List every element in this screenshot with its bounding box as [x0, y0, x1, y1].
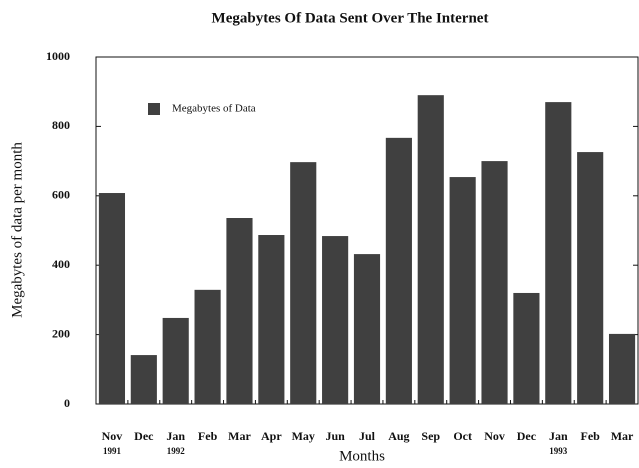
x-tick-label: Dec	[134, 429, 154, 443]
y-tick-label: 0	[64, 396, 70, 410]
bar	[130, 355, 157, 404]
x-tick-label: Sep	[421, 429, 440, 443]
x-tick-label: Dec	[517, 429, 537, 443]
y-axis-label: Megabytes of data per month	[9, 142, 25, 318]
y-tick-label: 800	[52, 118, 70, 132]
x-year-label: 1991	[103, 446, 122, 456]
x-tick-label: Nov	[484, 429, 505, 443]
x-tick-label: Feb	[198, 429, 218, 443]
bar	[513, 292, 540, 404]
y-tick-label: 400	[52, 257, 70, 271]
legend-label: Megabytes of Data	[172, 103, 256, 115]
y-tick-label: 1000	[46, 49, 70, 63]
x-tick-label: Apr	[261, 429, 282, 443]
x-tick-label: Oct	[453, 429, 472, 443]
x-tick-label: Nov	[102, 429, 123, 443]
legend-swatch	[148, 103, 160, 115]
bar	[194, 289, 221, 404]
bar	[322, 236, 349, 404]
x-tick-label: Feb	[581, 429, 601, 443]
x-tick-label: Aug	[388, 429, 409, 443]
bar	[449, 177, 476, 404]
y-tick-label: 200	[52, 326, 70, 340]
bar	[353, 254, 381, 404]
bar	[162, 317, 189, 404]
x-tick-label: Jun	[325, 429, 345, 443]
bar	[258, 235, 285, 404]
x-year-label: 1993	[549, 446, 568, 456]
bar	[481, 161, 508, 404]
bar	[608, 333, 636, 404]
x-tick-label: Jan	[549, 429, 568, 443]
x-tick-label: Jan	[166, 429, 185, 443]
y-tick-label: 600	[52, 188, 70, 202]
bar	[98, 193, 126, 404]
bar	[577, 152, 604, 404]
bar	[290, 162, 317, 404]
x-tick-label: Jul	[359, 429, 376, 443]
bar	[226, 218, 253, 404]
x-tick-label: Mar	[611, 429, 634, 443]
x-year-label: 1992	[167, 446, 186, 456]
x-tick-label: May	[292, 429, 315, 443]
bar	[417, 95, 444, 405]
chart-title: Megabytes Of Data Sent Over The Internet	[212, 10, 489, 26]
x-tick-label: Mar	[228, 429, 251, 443]
bar	[385, 137, 412, 404]
x-axis-label: Months	[339, 448, 385, 464]
bar	[545, 102, 572, 405]
